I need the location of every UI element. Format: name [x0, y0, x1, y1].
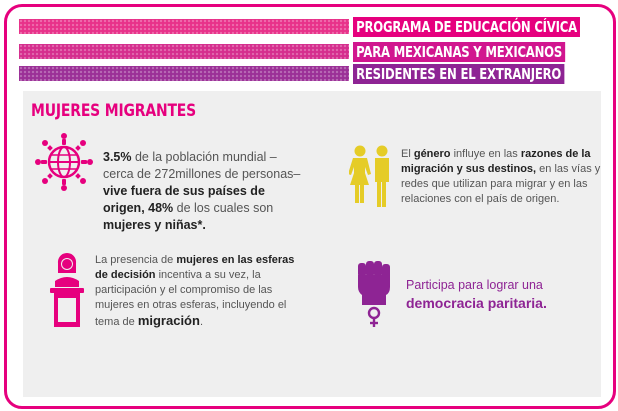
globe-people-icon: [35, 133, 93, 191]
program-title-line-3: RESIDENTES EN EL EXTRANJERO: [353, 64, 565, 84]
raised-fist-venus-icon: [358, 261, 390, 327]
infographic-card: PROGRAMA DE EDUCACIÓN CÍVICA PARA MEXICA…: [4, 4, 616, 409]
program-title-line-2: PARA MEXICANAS Y MEXICANOS: [353, 42, 566, 62]
program-title-line-1: PROGRAMA DE EDUCACIÓN CÍVICA: [353, 17, 581, 37]
header-band-1: [19, 19, 349, 34]
content-panel: MUJERES MIGRANTES: [23, 91, 601, 397]
parity-democracy-text: Participa para lograr una democracia par…: [406, 278, 547, 311]
migration-stats-text: 3.5% de la población mundial –cerca de 2…: [103, 150, 301, 232]
gender-text: El género influye en las razones de la m…: [401, 148, 601, 205]
header-band-3: [19, 66, 349, 81]
section-title: MUJERES MIGRANTES: [31, 101, 197, 121]
woman-podium-icon: [50, 252, 84, 327]
man-woman-icon: [349, 145, 389, 207]
decision-spheres-text: La presencia de mujeres en las esferas d…: [95, 254, 295, 328]
header-band-2: [19, 44, 349, 59]
